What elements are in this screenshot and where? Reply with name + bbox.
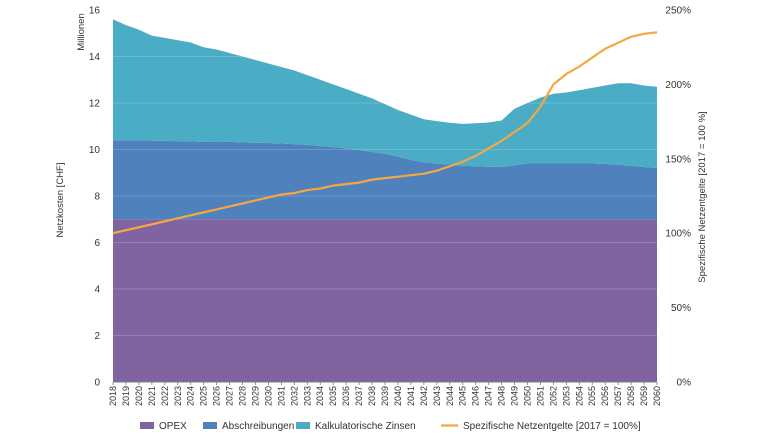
x-tick-label: 2042 — [419, 386, 429, 406]
area-opex — [113, 219, 657, 382]
y-tick-label-left: 14 — [89, 52, 101, 63]
area-abschreibungen — [113, 140, 657, 220]
x-tick-label: 2057 — [613, 386, 623, 406]
x-tick-label: 2049 — [510, 386, 520, 406]
x-tick-label: 2031 — [276, 386, 286, 406]
y-tick-label-right: 50% — [671, 303, 691, 314]
legend-label-kalkulatorische-zinsen: Kalkulatorische Zinsen — [315, 421, 416, 432]
x-tick-label: 2022 — [160, 386, 170, 406]
x-tick-label: 2019 — [121, 386, 131, 406]
x-tick-label: 2050 — [522, 386, 532, 406]
y-tick-label-left: 0 — [94, 378, 100, 389]
x-tick-label: 2018 — [108, 386, 118, 406]
x-tick-label: 2035 — [328, 386, 338, 406]
x-tick-label: 2040 — [393, 386, 403, 406]
legend: OPEX Abschreibungen Kalkulatorische Zins… — [140, 421, 641, 432]
x-tick-label: 2028 — [238, 386, 248, 406]
legend-label-netzentgelte: Spezifische Netzentgelte [2017 = 100%] — [463, 421, 641, 432]
x-tick-labels: 2018 2019 2020 2021 2022 2023 2024 2025 2026 2027… — [108, 386, 662, 406]
x-tick-label: 2026 — [212, 386, 222, 406]
x-tick-label: 2052 — [548, 386, 558, 406]
legend-label-opex: OPEX — [159, 421, 187, 432]
line-group — [112, 31, 658, 235]
x-tick-label: 2029 — [250, 386, 260, 406]
x-tick-label: 2032 — [289, 386, 299, 406]
x-tick-label: 2045 — [458, 386, 468, 406]
x-tick-label: 2027 — [225, 386, 235, 406]
legend-item-netzentgelte: Spezifische Netzentgelte [2017 = 100%] — [441, 421, 641, 432]
x-tick-label: 2024 — [186, 386, 196, 406]
axes-group — [112, 381, 658, 385]
y-tick-label-left: 16 — [89, 6, 101, 17]
legend-swatch-kalkulatorische-zinsen — [296, 422, 310, 429]
y-axis-label-left: Netzkosten [CHF] — [55, 163, 66, 238]
y-tick-label-right: 250% — [665, 6, 691, 17]
y-tick-label-right: 100% — [665, 229, 691, 240]
gridlines-group — [113, 9, 657, 336]
y-tick-labels-left: 0 2 4 6 8 10 12 14 16 — [89, 6, 101, 389]
x-tick-label: 2034 — [315, 386, 325, 406]
x-tick-label: 2043 — [432, 386, 442, 406]
x-tick-label: 2047 — [484, 386, 494, 406]
legend-swatch-opex — [140, 422, 154, 429]
x-tick-label: 2051 — [535, 386, 545, 406]
x-tick-label: 2060 — [652, 386, 662, 406]
y-axis-label-right: Spezifische Netzentgelte [2017 = 100 %] — [697, 111, 708, 282]
x-tick-label: 2021 — [147, 386, 157, 406]
unit-label: Millionen — [76, 13, 87, 51]
y-tick-label-left: 10 — [89, 145, 101, 156]
x-tick-label: 2038 — [367, 386, 377, 406]
x-tick-label: 2044 — [445, 386, 455, 406]
x-tick-label: 2037 — [354, 386, 364, 406]
y-tick-label-left: 6 — [94, 238, 100, 249]
areas-group — [113, 19, 657, 382]
legend-item-opex: OPEX — [140, 421, 187, 432]
x-tick-label: 2054 — [574, 386, 584, 406]
x-tick-label: 2039 — [380, 386, 390, 406]
x-tick-label: 2025 — [199, 386, 209, 406]
legend-swatch-abschreibungen — [203, 422, 217, 429]
y-tick-label-left: 12 — [89, 99, 101, 110]
y-tick-label-right: 200% — [665, 80, 691, 91]
x-tick-label: 2020 — [134, 386, 144, 406]
y-tick-label-left: 4 — [94, 285, 100, 296]
x-tick-label: 2030 — [263, 386, 273, 406]
x-tick-label: 2059 — [639, 386, 649, 406]
x-tick-label: 2048 — [497, 386, 507, 406]
y-tick-labels-right: 0% 50% 100% 150% 200% 250% — [665, 6, 691, 389]
y-tick-label-right: 150% — [665, 154, 691, 165]
x-tick-label: 2053 — [561, 386, 571, 406]
legend-label-abschreibungen: Abschreibungen — [222, 421, 294, 432]
x-tick-label: 2046 — [471, 386, 481, 406]
x-tick-label: 2058 — [626, 386, 636, 406]
x-tick-label: 2056 — [600, 386, 610, 406]
x-tick-label: 2033 — [302, 386, 312, 406]
x-tick-label: 2041 — [406, 386, 416, 406]
x-tick-label: 2023 — [173, 386, 183, 406]
y-tick-label-left: 2 — [94, 331, 100, 342]
area-kalkulatorische-zinsen — [113, 19, 657, 169]
line-spezifische-netzentgelte — [112, 31, 658, 235]
legend-item-abschreibungen: Abschreibungen — [203, 421, 294, 432]
legend-item-kalkulatorische-zinsen: Kalkulatorische Zinsen — [296, 421, 416, 432]
x-tick-label: 2036 — [341, 386, 351, 406]
x-tick-label: 2055 — [587, 386, 597, 406]
y-tick-label-left: 8 — [94, 192, 100, 203]
y-tick-label-right: 0% — [677, 378, 692, 389]
